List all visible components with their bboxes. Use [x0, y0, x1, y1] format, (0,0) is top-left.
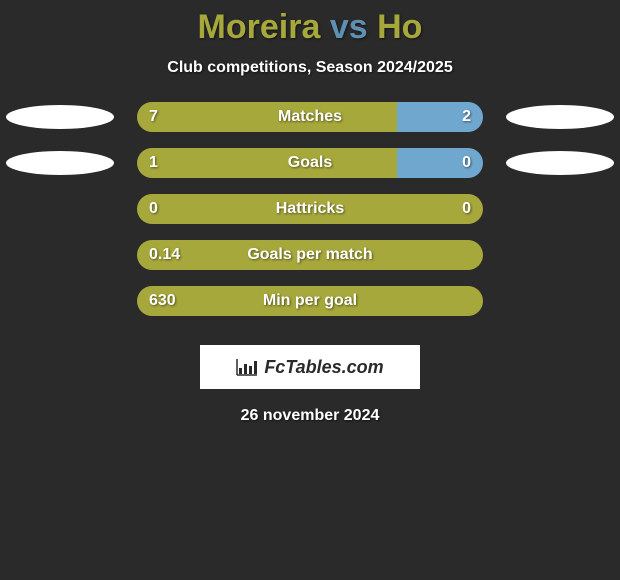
vs-text: vs	[330, 8, 368, 46]
bar-segment-left: 1	[137, 148, 397, 178]
left-value: 0	[137, 200, 170, 218]
left-value: 1	[137, 154, 170, 172]
bar-segment-left: 630	[137, 286, 483, 316]
stat-row: 630Min per goal	[0, 285, 620, 317]
stat-row: 0.14Goals per match	[0, 239, 620, 271]
left-value: 7	[137, 108, 170, 126]
logo-box[interactable]: FcTables.com	[200, 345, 420, 389]
stat-bar: 630Min per goal	[137, 286, 483, 316]
bar-segment-left: 0	[137, 194, 483, 224]
team-badge-left	[6, 151, 114, 175]
player1-name: Moreira	[198, 8, 321, 46]
bar-segment-left: 7	[137, 102, 397, 132]
bar-chart-icon	[236, 358, 258, 376]
team-badge-right	[506, 151, 614, 175]
right-value: 0	[450, 154, 483, 172]
bar-segment-right: 0	[397, 148, 484, 178]
date-text: 26 november 2024	[0, 407, 620, 425]
team-badge-left	[6, 105, 114, 129]
team-badge-right	[506, 105, 614, 129]
logo-text: FcTables.com	[264, 357, 383, 378]
left-value: 0.14	[137, 246, 192, 264]
left-value: 630	[137, 292, 188, 310]
stat-bar: 72Matches	[137, 102, 483, 132]
stat-row: 72Matches	[0, 101, 620, 133]
stat-row: 10Goals	[0, 147, 620, 179]
page-title: Moreira vs Ho	[0, 0, 620, 47]
right-value: 2	[450, 108, 483, 126]
bar-segment-left: 0.14	[137, 240, 483, 270]
stat-bar: 00Hattricks	[137, 194, 483, 224]
subtitle: Club competitions, Season 2024/2025	[0, 59, 620, 77]
stat-bar: 0.14Goals per match	[137, 240, 483, 270]
stat-bar: 10Goals	[137, 148, 483, 178]
stat-row: 00Hattricks	[0, 193, 620, 225]
right-value: 0	[450, 194, 483, 224]
player2-name: Ho	[377, 8, 422, 46]
bar-segment-right: 2	[397, 102, 484, 132]
